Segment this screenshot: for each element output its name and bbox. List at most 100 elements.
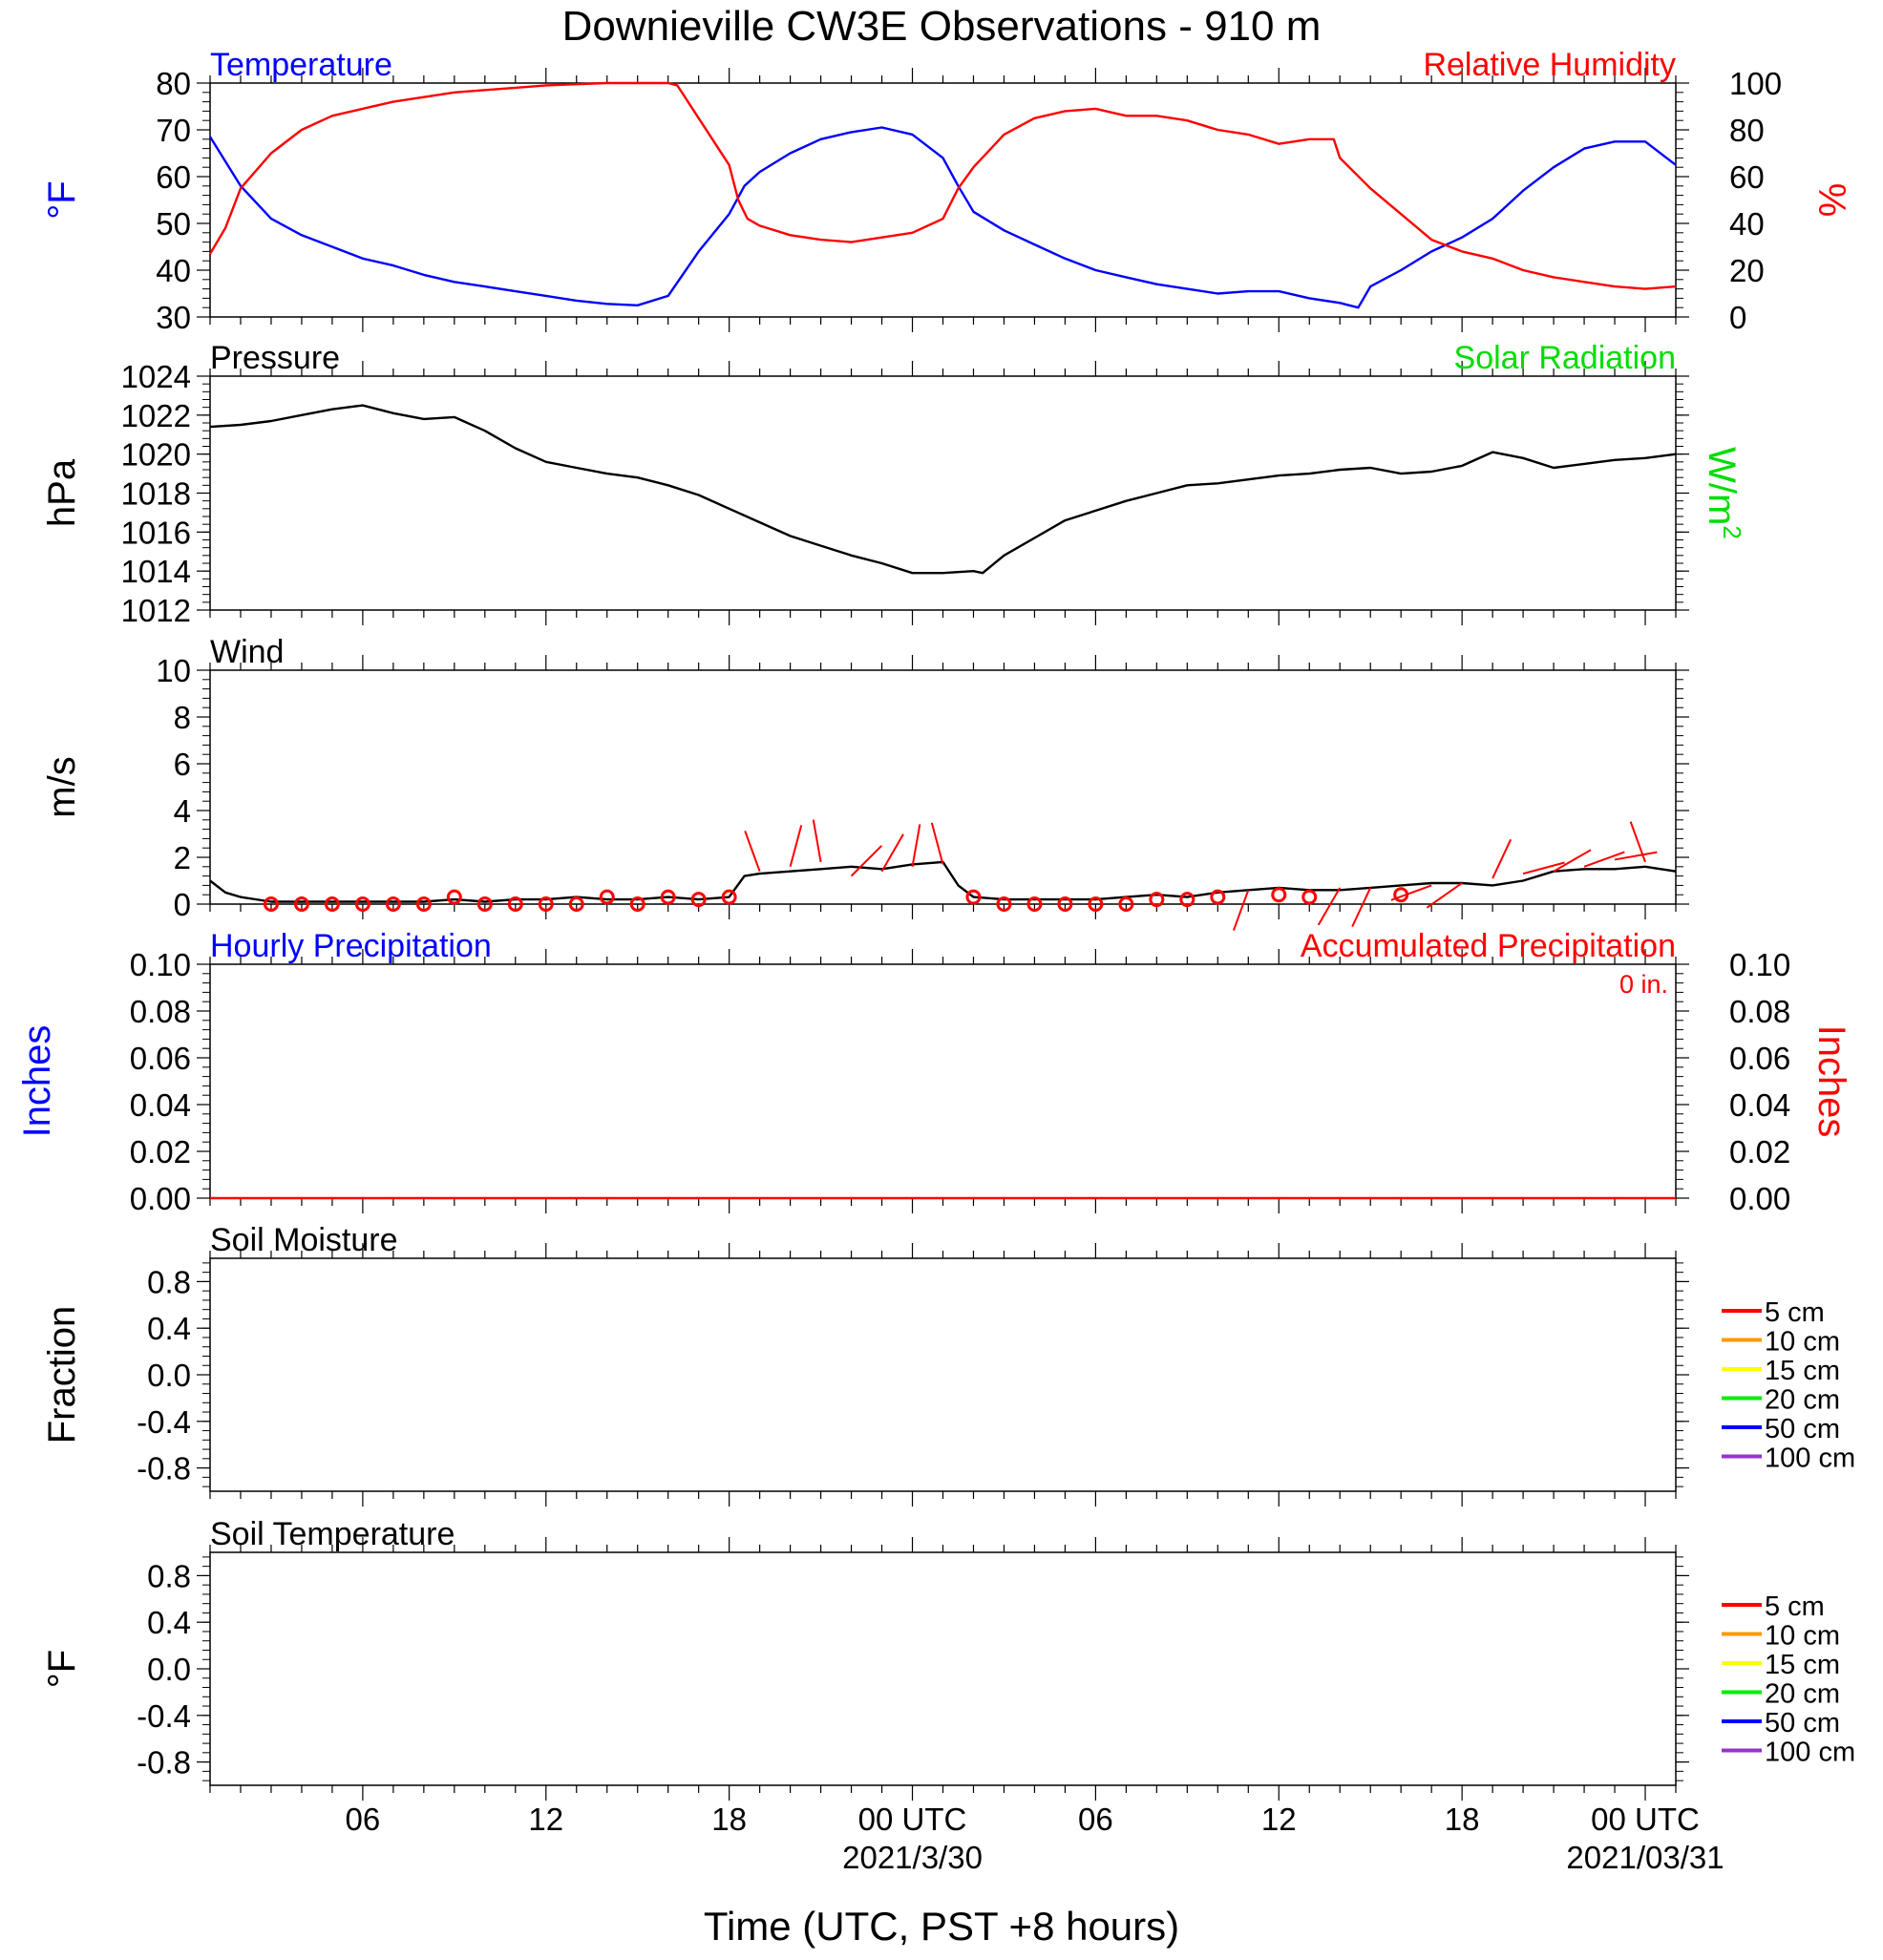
y-tick-label: 1024 xyxy=(121,359,191,394)
y-tick-label: 1018 xyxy=(121,476,191,512)
y-tick-label: 1014 xyxy=(121,554,191,589)
y-tick-label-right: 0.00 xyxy=(1729,1181,1790,1216)
wind-barb xyxy=(1522,861,1565,875)
y-tick-label-right: 0.08 xyxy=(1729,994,1790,1029)
x-tick-label: 12 xyxy=(1261,1802,1297,1837)
plot-frame xyxy=(209,1551,1677,1786)
y-tick-label-right: 0 xyxy=(1729,300,1746,335)
wind-barb xyxy=(789,825,803,868)
wind-barb xyxy=(1583,851,1625,868)
y-tick-label: 0.4 xyxy=(147,1605,191,1640)
x-tick-label: 00 UTC xyxy=(1591,1802,1700,1837)
wind-calm-circle xyxy=(660,889,676,905)
x-tick-sublabel: 2021/3/30 xyxy=(842,1840,983,1875)
wind-calm-circle xyxy=(507,896,523,912)
panel-title-right: Solar Radiation xyxy=(1454,340,1676,376)
wind-barb xyxy=(1390,884,1432,901)
wind-calm-circle xyxy=(446,889,462,905)
wind-calm-circle xyxy=(568,896,584,912)
wind-barb xyxy=(850,845,883,877)
y-tick-label: -0.8 xyxy=(137,1451,191,1486)
panel-precipitation: 0.00 0.02 0.04 0.06 0.08 0.10 0.00 0.02 0.04 0.06… xyxy=(16,928,1852,1216)
y-tick-label: 1022 xyxy=(121,398,191,433)
wind-barb xyxy=(1492,838,1513,879)
y-tick-label: 40 xyxy=(156,253,191,288)
legend-label: 10 cm xyxy=(1765,1621,1840,1652)
y-tick-label: 10 xyxy=(156,653,191,688)
wind-calm-circle xyxy=(1301,889,1318,905)
y-axis-label-left: Fraction xyxy=(41,1306,83,1444)
y-tick-label: 80 xyxy=(156,66,191,101)
wind-calm-circle xyxy=(354,896,370,912)
y-tick-label: 0.02 xyxy=(130,1134,191,1170)
y-tick-label: 50 xyxy=(156,206,191,242)
legend-label: 15 cm xyxy=(1765,1650,1840,1680)
panel-soil-moisture: -0.8 -0.4 0.0 0.4 0.8 Soil Moisture Fraction 5 … xyxy=(41,1222,1855,1507)
legend-label: 100 cm xyxy=(1765,1738,1855,1768)
wind-barb xyxy=(880,833,904,873)
wind-calm-circle xyxy=(415,896,432,912)
legend-label: 50 cm xyxy=(1765,1414,1840,1444)
x-tick-label: 18 xyxy=(1445,1802,1480,1837)
y-axis-label-left: Inches xyxy=(16,1025,58,1138)
y-tick-label: 0 xyxy=(174,887,191,922)
y-axis-label-left: °F xyxy=(41,1650,83,1688)
y-tick-label: 1016 xyxy=(121,515,191,550)
y-tick-label: 1020 xyxy=(121,437,191,473)
y-tick-label-right: 80 xyxy=(1729,113,1765,148)
annotation: 0 in. xyxy=(1619,970,1668,999)
series-pressure xyxy=(209,404,1677,575)
wind-calm-circle xyxy=(293,896,309,912)
plot-frame xyxy=(209,375,1677,611)
wind-calm-circle xyxy=(1118,896,1134,912)
y-axis-label-right: Inches xyxy=(1810,1025,1852,1138)
plot-frame xyxy=(209,669,1677,905)
y-tick-label: 0.4 xyxy=(147,1311,191,1346)
y-tick-label: 0.04 xyxy=(130,1087,191,1123)
y-tick-label-right: 0.02 xyxy=(1729,1134,1790,1170)
panel-temperature-humidity: 30 40 50 60 70 80 0 20 40 60 80 100 Temperature Relat… xyxy=(41,47,1852,335)
wind-barb xyxy=(1232,889,1250,931)
wind-barb xyxy=(1614,851,1658,861)
y-tick-label: 1012 xyxy=(121,593,191,628)
y-axis-label-right: W/m2 xyxy=(1701,447,1746,539)
legend-label: 20 cm xyxy=(1765,1679,1840,1710)
x-tick-label: 12 xyxy=(528,1802,563,1837)
wind-calm-circle xyxy=(629,896,645,912)
panel-title-left: Temperature xyxy=(210,47,392,83)
wind-barb xyxy=(911,824,921,867)
y-tick-label: -0.4 xyxy=(137,1404,191,1440)
wind-calm-circle xyxy=(385,896,401,912)
wind-barb xyxy=(1629,821,1646,863)
wind-barb xyxy=(1553,849,1592,873)
wind-calm-circle xyxy=(1088,896,1104,912)
wind-calm-circle xyxy=(1210,889,1226,905)
y-tick-label: 0.8 xyxy=(147,1264,191,1299)
y-axis-label-left: °F xyxy=(41,180,83,219)
wind-calm-circle xyxy=(690,892,707,908)
y-tick-label: 8 xyxy=(174,700,191,735)
wind-calm-circle xyxy=(263,896,279,912)
x-tick-label: 18 xyxy=(711,1802,747,1837)
wind-calm-circle xyxy=(476,896,493,912)
panel-title-left: Hourly Precipitation xyxy=(210,928,492,964)
wind-calm-circle xyxy=(1271,887,1287,903)
y-axis-label-left: m/s xyxy=(41,756,83,817)
y-tick-label: 0.00 xyxy=(130,1181,191,1216)
wind-calm-circle xyxy=(1179,892,1195,908)
plot-frame xyxy=(209,963,1677,1199)
chart-title: Downieville CW3E Observations - 910 m xyxy=(562,3,1322,50)
y-tick-label-right: 0.04 xyxy=(1729,1087,1790,1123)
legend-label: 20 cm xyxy=(1765,1385,1840,1416)
series-wind xyxy=(209,860,1677,903)
x-axis-label: Time (UTC, PST +8 hours) xyxy=(704,1904,1179,1949)
wind-calm-circle xyxy=(324,896,340,912)
y-tick-label-right: 100 xyxy=(1729,66,1782,101)
plot-frame xyxy=(209,1257,1677,1492)
y-tick-label: 0.0 xyxy=(147,1358,191,1393)
series-temperature xyxy=(208,126,1677,309)
y-tick-label: 0.0 xyxy=(147,1652,191,1687)
